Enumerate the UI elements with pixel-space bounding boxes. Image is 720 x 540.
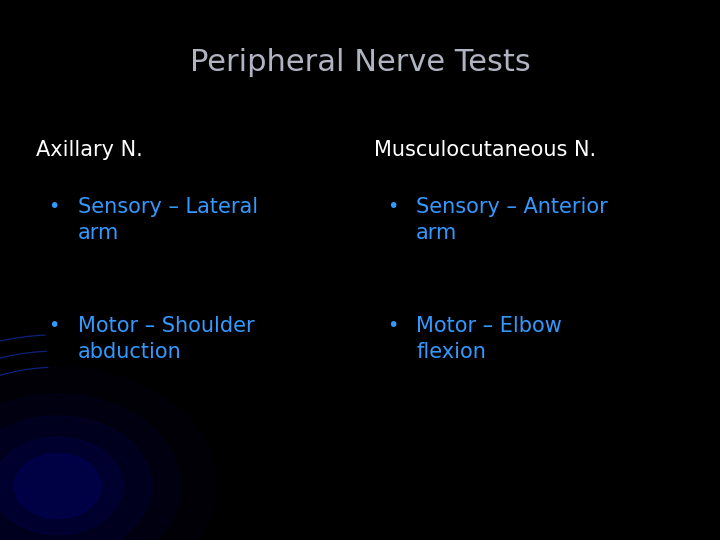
Text: •: •: [387, 197, 398, 216]
Circle shape: [0, 437, 122, 535]
Circle shape: [0, 394, 180, 540]
Text: Musculocutaneous N.: Musculocutaneous N.: [374, 140, 597, 160]
Circle shape: [0, 416, 151, 540]
Text: Sensory – Anterior
arm: Sensory – Anterior arm: [416, 197, 608, 242]
Text: Motor – Elbow
flexion: Motor – Elbow flexion: [416, 316, 562, 361]
Circle shape: [14, 454, 101, 518]
Text: •: •: [48, 316, 60, 335]
Text: Motor – Shoulder
abduction: Motor – Shoulder abduction: [78, 316, 254, 361]
Text: Axillary N.: Axillary N.: [36, 140, 143, 160]
Text: Peripheral Nerve Tests: Peripheral Nerve Tests: [189, 48, 531, 77]
Text: •: •: [48, 197, 60, 216]
Text: •: •: [387, 316, 398, 335]
Text: Sensory – Lateral
arm: Sensory – Lateral arm: [78, 197, 258, 242]
